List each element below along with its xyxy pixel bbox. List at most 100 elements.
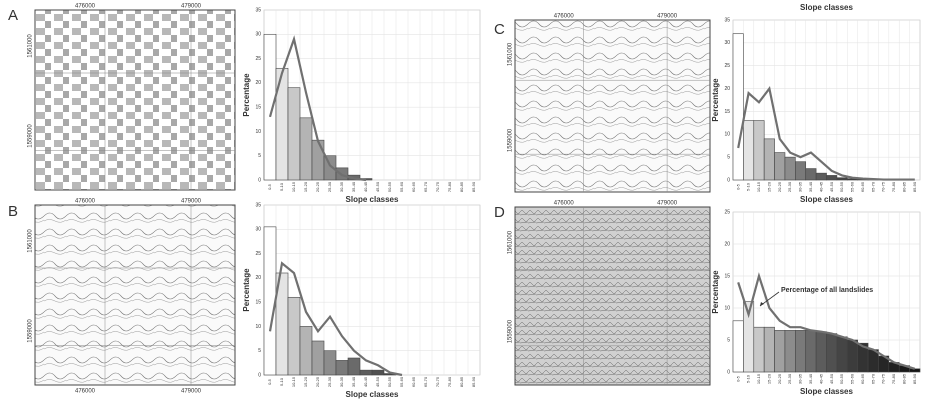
x-axis-label: Slope classes xyxy=(346,195,399,204)
x-tick-label: 85-90 xyxy=(471,181,476,192)
y-tick-label: 10 xyxy=(724,305,730,311)
bar xyxy=(323,350,337,376)
bar xyxy=(846,339,858,373)
x-tick-label: 80-85 xyxy=(459,376,464,387)
x-tick-label: 30-35 xyxy=(339,181,344,192)
y-tick-label: 5 xyxy=(258,348,261,354)
x-tick-label: 65-70 xyxy=(423,181,428,192)
map-coord: 1561000 xyxy=(28,229,34,253)
bar xyxy=(784,330,796,373)
y-tick-label: 30 xyxy=(255,32,261,38)
y-tick-label: 10 xyxy=(724,132,730,138)
x-tick-label: 70-75 xyxy=(881,181,886,192)
bar xyxy=(826,333,838,373)
y-tick-label: 20 xyxy=(724,86,730,92)
bar xyxy=(774,152,786,181)
bar xyxy=(311,340,325,376)
x-tick-label: 70-75 xyxy=(435,376,440,387)
x-tick-label: 70-75 xyxy=(435,181,440,192)
x-tick-label: 40-45 xyxy=(363,376,368,387)
bar xyxy=(732,33,744,181)
x-tick-label: 55-60 xyxy=(399,376,404,387)
bar xyxy=(815,331,827,373)
x-tick-label: 0-5 xyxy=(735,375,740,382)
y-tick-label: 30 xyxy=(255,227,261,233)
x-tick-label: 15-20 xyxy=(303,376,308,387)
bar xyxy=(371,369,385,376)
bar xyxy=(299,117,313,181)
x-tick-label: 50-55 xyxy=(387,376,392,387)
x-tick-label: 35-40 xyxy=(351,181,356,192)
bar xyxy=(347,357,361,376)
x-tick-label: 50-55 xyxy=(839,373,844,384)
x-tick-label: 75-80 xyxy=(891,373,896,384)
bar xyxy=(311,139,325,181)
map-coord: 1559000 xyxy=(28,319,34,343)
y-tick-label: 0 xyxy=(258,372,261,378)
line xyxy=(737,272,916,370)
map-coord: 1559000 xyxy=(28,124,34,148)
x-tick-label: 80-85 xyxy=(901,373,906,384)
y-tick-label: 25 xyxy=(724,63,730,69)
x-tick-label: 25-30 xyxy=(327,181,332,192)
bar xyxy=(753,120,765,181)
x-tick-label: 50-55 xyxy=(387,181,392,192)
map-coord: 476000 xyxy=(554,201,575,207)
map-coord: 476000 xyxy=(554,14,575,20)
bar xyxy=(763,138,775,181)
x-tick-label: 5-10 xyxy=(746,182,751,191)
x-tick-label: 45-50 xyxy=(375,181,380,192)
x-tick-label: 70-75 xyxy=(881,373,886,384)
x-tick-label: 85-90 xyxy=(471,376,476,387)
y-tick-label: 0 xyxy=(727,177,730,183)
x-tick-label: 85-90 xyxy=(912,373,917,384)
x-tick-label: 20-25 xyxy=(777,373,782,384)
x-tick-label: 10-15 xyxy=(756,373,761,384)
maps: A 476000 479000 1561000 1559000 B 476000 479000… xyxy=(8,4,711,395)
y-tick-label: 25 xyxy=(724,209,730,215)
bar xyxy=(774,330,786,373)
y-tick-label: 15 xyxy=(724,109,730,115)
y-tick-label: 5 xyxy=(727,154,730,160)
x-tick-label: 30-35 xyxy=(339,376,344,387)
x-tick-label: 25-30 xyxy=(787,181,792,192)
x-axis-label: Slope classes xyxy=(800,195,853,204)
bar xyxy=(784,156,796,181)
y-tick-label: 5 xyxy=(727,337,730,343)
x-axis-label: Slope classes xyxy=(800,387,853,396)
x-tick-label: 45-50 xyxy=(375,376,380,387)
x-tick-label: 45-50 xyxy=(829,181,834,192)
panel-label: B xyxy=(8,203,18,220)
x-tick-label: 5-10 xyxy=(746,374,751,383)
x-tick-label: 20-25 xyxy=(315,181,320,192)
x-tick-label: 0-5 xyxy=(267,183,272,190)
annotation: Percentage of all landslides xyxy=(781,287,873,294)
x-tick-label: 55-60 xyxy=(850,181,855,192)
y-axis-label: Percentage xyxy=(242,73,251,117)
x-tick-label: 15-20 xyxy=(766,373,771,384)
panel-label: A xyxy=(8,7,18,24)
bar xyxy=(909,368,921,373)
bar xyxy=(795,161,807,181)
map-coord: 479000 xyxy=(181,389,202,395)
map-image xyxy=(514,19,711,193)
x-tick-label: 50-55 xyxy=(839,181,844,192)
map-image xyxy=(34,204,236,386)
x-tick-label: 75-80 xyxy=(447,376,452,387)
panel-label: D xyxy=(494,204,505,221)
arrow-head xyxy=(760,302,765,306)
y-tick-label: 15 xyxy=(255,104,261,110)
y-tick-label: 10 xyxy=(255,129,261,135)
map-coord: 1559000 xyxy=(508,128,514,152)
x-tick-label: 65-70 xyxy=(870,181,875,192)
map-coord: 479000 xyxy=(657,14,678,20)
bar xyxy=(287,87,301,181)
y-tick-label: 35 xyxy=(255,7,261,13)
x-tick-label: 60-65 xyxy=(860,181,865,192)
bar xyxy=(826,175,838,181)
bar xyxy=(815,172,827,181)
x-tick-label: 40-45 xyxy=(363,181,368,192)
x-tick-label: 55-60 xyxy=(399,181,404,192)
y-tick-label: 15 xyxy=(255,299,261,305)
